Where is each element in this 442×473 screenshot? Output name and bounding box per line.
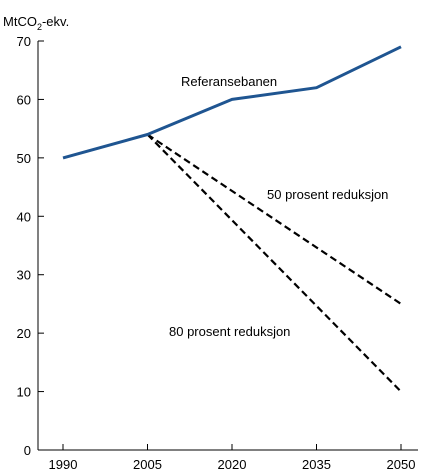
y-tick-label: 10 — [17, 385, 31, 400]
y-tick-label: 20 — [17, 326, 31, 341]
series-label-50-prosent: 50 prosent reduksjon — [267, 187, 388, 202]
series-line-80-prosent-reduksjon — [146, 133, 402, 393]
y-tick-label: 70 — [17, 34, 31, 49]
x-axis-ticks: 1990 2005 2020 2035 2050 — [49, 444, 416, 472]
y-axis-title-suffix: -ekv. — [42, 14, 69, 29]
y-axis-title-main: MtCO — [3, 14, 37, 29]
series-label-80-prosent: 80 prosent reduksjon — [169, 324, 290, 339]
series-line-referansebanen — [62, 45, 402, 160]
y-axis-title-subscript: 2 — [37, 22, 42, 32]
y-tick-label: 30 — [17, 268, 31, 283]
y-tick-label: 50 — [17, 151, 31, 166]
y-tick-label: 40 — [17, 209, 31, 224]
series-label-referansebanen: Referansebanen — [181, 74, 277, 89]
y-tick-label: 0 — [24, 443, 31, 458]
series-line-50-prosent-reduksjon — [146, 133, 402, 305]
x-tick-label: 2020 — [218, 457, 247, 472]
x-tick-label: 2005 — [133, 457, 162, 472]
series-layer — [62, 45, 402, 393]
y-axis-ticks: 0 10 20 30 40 50 60 70 — [17, 34, 44, 458]
x-tick-label: 1990 — [49, 457, 78, 472]
x-tick-label: 2050 — [387, 457, 416, 472]
y-tick-label: 60 — [17, 92, 31, 107]
x-tick-label: 2035 — [302, 457, 331, 472]
y-axis-title: MtCO2-ekv. — [3, 14, 69, 32]
